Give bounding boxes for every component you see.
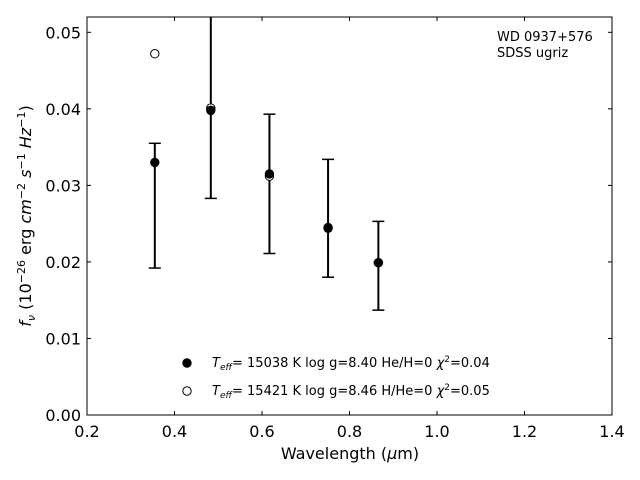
- y-tick-label: 0.00: [45, 406, 81, 425]
- model-point-filled: [206, 105, 216, 116]
- x-axis-label: Wavelength (μm): [281, 444, 419, 463]
- model-point-open: [150, 49, 160, 59]
- model-point-filled: [373, 257, 384, 268]
- data-points: [150, 49, 384, 268]
- x-tick-label: 1.4: [599, 422, 624, 441]
- x-tick-label: 1.0: [424, 422, 449, 441]
- x-tick-label: 1.2: [512, 422, 537, 441]
- model-point-filled: [323, 222, 333, 233]
- legend: Teff= 15038 K log g=8.40 He/H=0 χ2=0.04 …: [182, 355, 490, 401]
- y-tick-label: 0.01: [45, 329, 81, 348]
- error-bar: [322, 158, 335, 278]
- y-tick-label: 0.03: [45, 176, 81, 195]
- model-point-filled: [264, 169, 275, 179]
- y-tick-label: 0.02: [45, 253, 81, 272]
- model-point-filled: [150, 157, 160, 168]
- annotation-object-name: WD 0937+576: [497, 30, 593, 45]
- legend-entry-2: Teff= 15421 K log g=8.46 H/He=0 χ2=0.05: [212, 383, 490, 401]
- axis-ticks: 0.2 0.4 0.6 0.8 1.0 1.2 1.4 0.00 0.01 0.02 0.03 0.0…: [45, 17, 625, 441]
- x-tick-label: 0.4: [162, 422, 187, 441]
- x-tick-label: 0.2: [74, 422, 99, 441]
- y-tick-label: 0.04: [45, 100, 81, 119]
- error-bar: [263, 113, 276, 255]
- legend-marker-open-circle: [182, 386, 192, 396]
- y-axis-label: fν (10−26 erg cm−2 s−1 Hz−1): [15, 105, 38, 326]
- x-tick-label: 0.6: [249, 422, 274, 441]
- legend-marker-filled-circle: [182, 358, 192, 368]
- error-bars: [148, 17, 385, 311]
- annotation-photometry: SDSS ugriz: [497, 46, 568, 61]
- y-tick-label: 0.05: [45, 23, 81, 42]
- x-tick-label: 0.8: [337, 422, 362, 441]
- legend-entry-1: Teff= 15038 K log g=8.40 He/H=0 χ2=0.04: [212, 355, 490, 373]
